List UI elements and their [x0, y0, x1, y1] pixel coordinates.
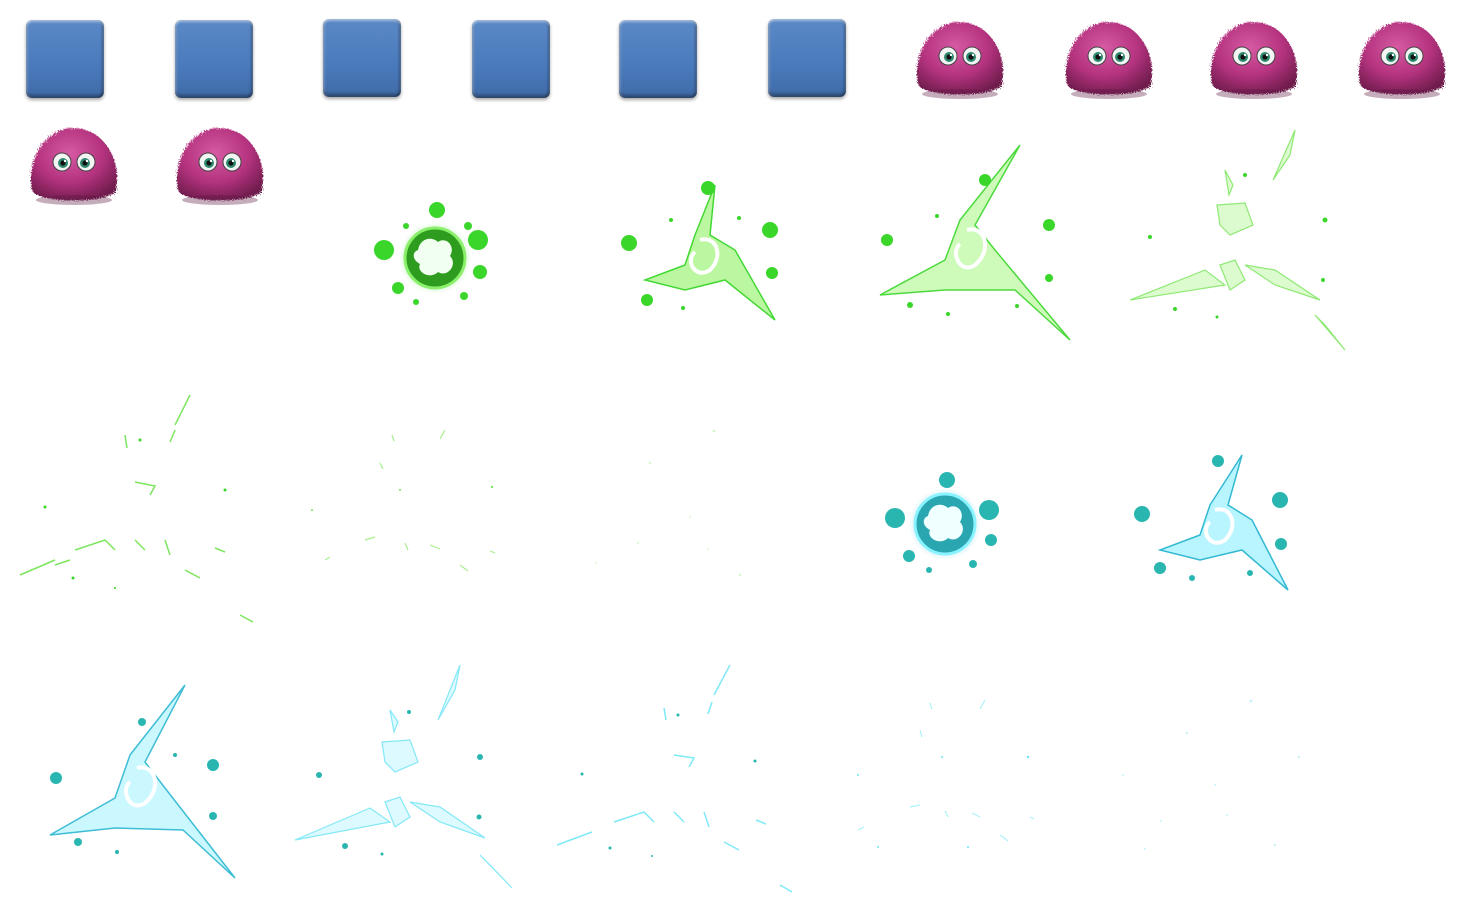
cyan-scatter-sprite: [294, 664, 513, 889]
fuzzy-creature-sprite: [24, 118, 124, 208]
blue-tile: [26, 20, 104, 98]
green-fade-sprite: [19, 394, 254, 623]
blue-tile: [323, 19, 401, 97]
cyan-star-sprite: [49, 684, 236, 879]
blue-tile: [619, 20, 697, 98]
cyan-fade-sprite: [1122, 699, 1301, 850]
green-fade-sprite: [595, 429, 742, 577]
cyan-star-sprite: [1134, 454, 1289, 591]
blue-tile: [175, 20, 253, 98]
cyan-fade-sprite: [556, 664, 793, 893]
cyan-orb-sprite: [885, 472, 999, 573]
green-star-sprite: [621, 181, 778, 321]
fuzzy-creature-sprite: [910, 12, 1010, 102]
blue-tile: [768, 19, 846, 97]
blue-tile: [472, 20, 550, 98]
green-fade-sprite: [311, 429, 496, 572]
green-orb-sprite: [374, 202, 488, 305]
green-scatter-sprite: [1129, 129, 1346, 351]
fuzzy-creature-sprite: [1059, 12, 1159, 102]
cyan-fade-sprite: [857, 699, 1035, 848]
fuzzy-creature-sprite: [170, 118, 270, 208]
fuzzy-creature-sprite: [1352, 12, 1452, 102]
green-star-sprite: [879, 144, 1071, 341]
fuzzy-creature-sprite: [1204, 12, 1304, 102]
